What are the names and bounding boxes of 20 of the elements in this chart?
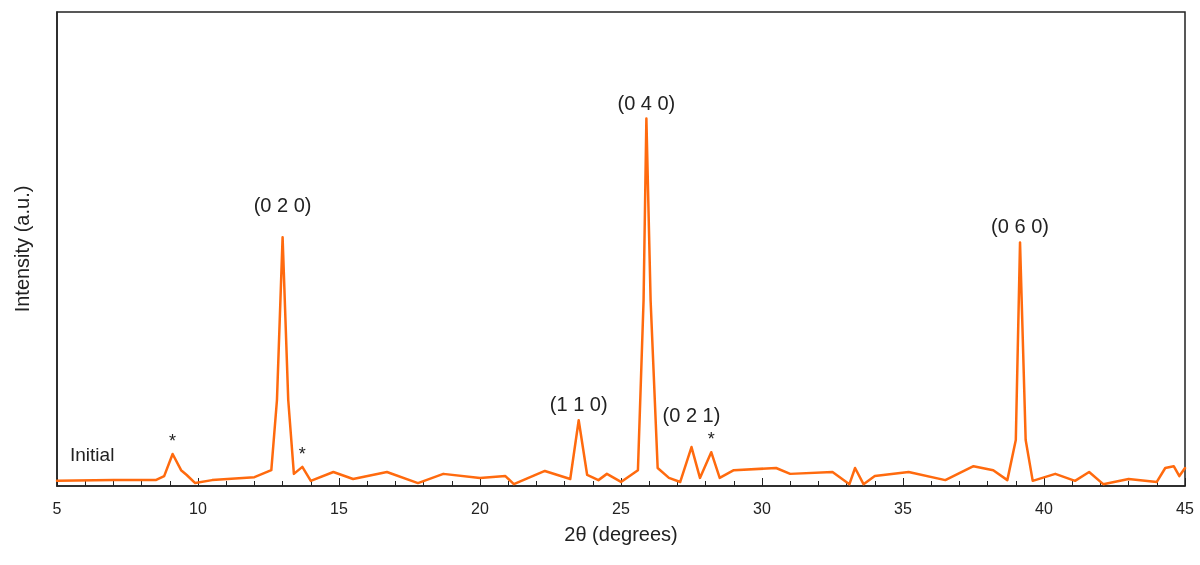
annotation: * xyxy=(707,429,715,450)
x-tick-label: 5 xyxy=(52,499,62,517)
annotation: * xyxy=(298,443,306,464)
annotation: * xyxy=(169,431,177,452)
x-tick-label: 20 xyxy=(471,499,489,517)
series-label: Initial xyxy=(70,444,115,466)
annotation: (0 6 0) xyxy=(991,215,1049,238)
x-tick-label: 30 xyxy=(753,499,771,517)
annotation: (0 2 1) xyxy=(662,404,721,427)
x-tick-label: 35 xyxy=(894,499,912,517)
x-tick-label: 10 xyxy=(189,499,207,517)
x-tick-label: 40 xyxy=(1035,499,1053,517)
annotation: (0 2 0) xyxy=(253,194,312,217)
annotation: (1 1 0) xyxy=(549,393,608,416)
x-tick-label: 45 xyxy=(1176,499,1194,517)
x-axis-title: 2θ (degrees) xyxy=(564,523,678,545)
annotation: (0 4 0) xyxy=(617,91,676,114)
x-tick-label: 15 xyxy=(330,499,348,517)
x-tick-label: 25 xyxy=(612,499,630,517)
y-axis-title: Intensity (a.u.) xyxy=(11,185,33,313)
